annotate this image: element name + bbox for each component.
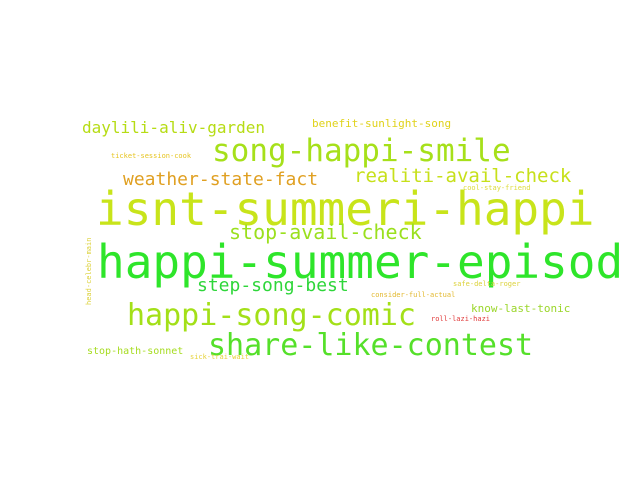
word-safe-delta-roger: safe-delta-roger: [453, 280, 521, 288]
word-happi-song-comic: happi-song-comic: [127, 298, 416, 333]
word-stop-hath-sonnet: stop-hath-sonnet: [87, 346, 184, 357]
word-weather-state-fact: weather-state-fact: [123, 169, 319, 190]
word-roll-lazi-hazi: roll-lazi-hazi: [431, 315, 491, 323]
word-cool-stay-friend: cool-stay-friend: [463, 184, 531, 192]
word-consider-full-actual: consider-full-actual: [371, 291, 456, 299]
word-realiti-avail-check: realiti-avail-check: [354, 165, 572, 187]
word-stop-avail-check: stop-avail-check: [229, 220, 422, 244]
word-isnt-summeri-happi: isnt-summeri-happi: [96, 182, 595, 236]
word-happi-summer-episod: happi-summer-episod: [97, 235, 624, 289]
word-ticket-session-cook: ticket-session-cook: [111, 152, 192, 160]
word-song-happi-smile: song-happi-smile: [212, 133, 511, 169]
word-head-celebr-main: head-celebr-main: [85, 237, 93, 305]
word-step-song-best: step-song-best: [197, 275, 349, 296]
word-share-like-contest: share-like-contest: [208, 328, 534, 363]
word-know-last-tonic: know-last-tonic: [471, 302, 571, 315]
word-benefit-sunlight-song: benefit-sunlight-song: [312, 117, 452, 130]
word-daylili-aliv-garden: daylili-aliv-garden: [82, 118, 266, 137]
word-sick-trai-wait: sick-trai-wait: [190, 353, 250, 361]
